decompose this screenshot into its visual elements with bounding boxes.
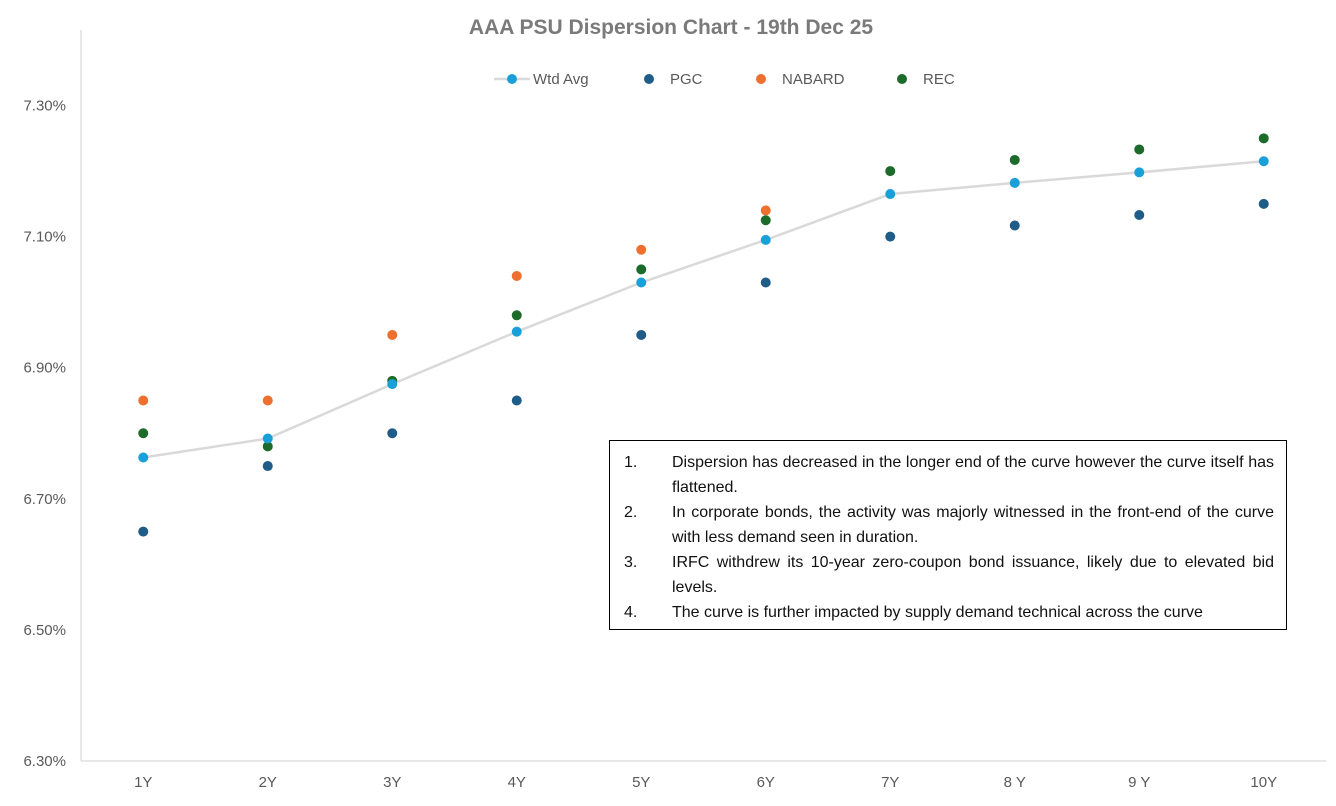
legend-item-nabard: NABARD (756, 71, 845, 88)
note-number: 1. (624, 454, 638, 471)
wtd-avg-point (1009, 177, 1020, 188)
wtd-avg-point (885, 189, 896, 200)
pgc-point (636, 329, 647, 340)
commentary-box: 1. Dispersion has decreased in the longe… (609, 440, 1287, 630)
rec-point (885, 166, 896, 177)
legend-item-wtd-avg: Wtd Avg (494, 71, 589, 88)
rec-point (262, 441, 273, 452)
legend-label: REC (923, 71, 955, 88)
x-tick-label: 7Y (881, 774, 899, 791)
x-tick-label: 10Y (1250, 774, 1277, 791)
x-tick-label: 6Y (757, 774, 775, 791)
x-tick-label: 3Y (383, 774, 401, 791)
legend-marker (756, 74, 766, 84)
pgc-point (1134, 210, 1145, 221)
wtd-avg-point (387, 379, 398, 390)
rec-point (636, 264, 647, 275)
rec-point (138, 428, 149, 439)
legend-label: Wtd Avg (533, 71, 589, 88)
rec-point (1009, 154, 1020, 165)
wtd-avg-point (760, 234, 771, 245)
rec-point (1258, 133, 1269, 144)
legend-marker (507, 74, 517, 84)
note-item: 1. Dispersion has decreased in the longe… (624, 450, 1274, 500)
rec-point (760, 215, 771, 226)
rec-point (511, 310, 522, 321)
pgc-point (760, 277, 771, 288)
note-text: In corporate bonds, the activity was maj… (672, 504, 1274, 546)
x-tick-label: 1Y (134, 774, 152, 791)
wtd-avg-point (1258, 156, 1269, 167)
nabard-point (636, 244, 647, 255)
x-tick-label: 2Y (259, 774, 277, 791)
y-tick-label: 6.30% (23, 753, 66, 770)
pgc-point (387, 428, 398, 439)
wtd-avg-point (262, 433, 273, 444)
wtd-avg-point (138, 452, 149, 463)
y-tick-label: 6.70% (23, 491, 66, 508)
nabard-point (511, 270, 522, 281)
wtd-avg-point (511, 326, 522, 337)
legend-label: NABARD (782, 71, 845, 88)
note-item: 4. The curve is further impacted by supp… (624, 600, 1274, 625)
legend: Wtd Avg PGC NABARD REC (494, 71, 955, 88)
wtd-avg-point (636, 277, 647, 288)
pgc-point (885, 231, 896, 242)
legend-item-rec: REC (897, 71, 955, 88)
y-tick-label: 6.50% (23, 622, 66, 639)
y-tick-label: 7.30% (23, 98, 66, 115)
legend-item-pgc: PGC (644, 71, 703, 88)
plot-area (138, 133, 1269, 537)
nabard-point (262, 395, 273, 406)
x-tick-label: 4Y (508, 774, 526, 791)
legend-marker (644, 74, 654, 84)
y-tick-label: 7.10% (23, 229, 66, 246)
note-number: 2. (624, 504, 638, 521)
note-item: 2. In corporate bonds, the activity was … (624, 500, 1274, 550)
note-number: 4. (624, 604, 638, 621)
x-tick-label: 8 Y (1004, 774, 1026, 791)
pgc-point (1258, 198, 1269, 209)
note-number: 3. (624, 554, 638, 571)
pgc-point (138, 526, 149, 537)
x-tick-label: 9 Y (1128, 774, 1150, 791)
wtd-avg-line (143, 160, 1264, 459)
note-text: Dispersion has decreased in the longer e… (672, 454, 1274, 496)
note-item: 3. IRFC withdrew its 10-year zero-coupon… (624, 550, 1274, 600)
axes: 6.30% 6.50% 6.70% 6.90% 7.10% 7.30% 1Y 2Y 3Y 4Y 5Y… (23, 30, 1326, 791)
note-text: The curve is further impacted by supply … (672, 604, 1203, 621)
rec-point (1134, 144, 1145, 155)
note-text: IRFC withdrew its 10-year zero-coupon bo… (672, 554, 1274, 596)
legend-label: PGC (670, 71, 703, 88)
y-tick-label: 6.90% (23, 360, 66, 377)
pgc-point (262, 461, 273, 472)
wtd-avg-point (1134, 167, 1145, 178)
nabard-point (760, 205, 771, 216)
nabard-point (387, 329, 398, 340)
legend-marker (897, 74, 907, 84)
pgc-point (511, 395, 522, 406)
nabard-point (138, 395, 149, 406)
pgc-point (1009, 220, 1020, 231)
chart-title: AAA PSU Dispersion Chart - 19th Dec 25 (469, 16, 873, 39)
x-tick-label: 5Y (632, 774, 650, 791)
